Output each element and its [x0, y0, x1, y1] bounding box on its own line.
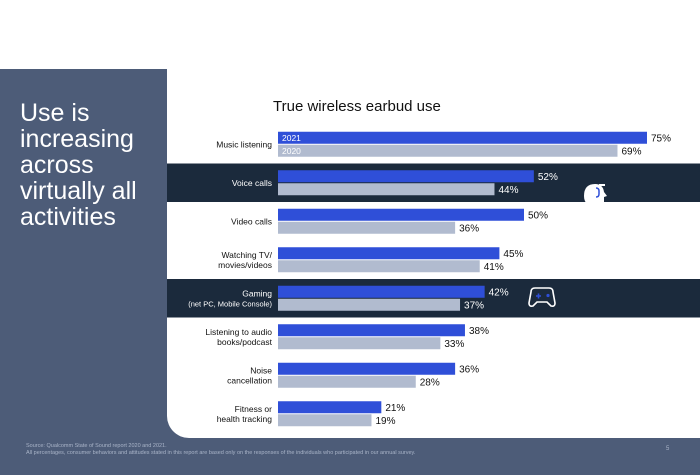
bar-2020 — [278, 414, 372, 427]
bar-2020 — [278, 221, 456, 234]
value-label-2020: 19% — [375, 416, 395, 427]
value-label-2020: 37% — [464, 300, 484, 311]
footer: Source: Qualcomm State of Sound report 2… — [26, 443, 415, 457]
value-label-2020: 36% — [459, 223, 479, 234]
value-label-2021: 42% — [489, 287, 509, 298]
value-label-2021: 50% — [528, 210, 548, 221]
bar-2020 — [278, 183, 495, 196]
value-label-2021: 36% — [459, 364, 479, 375]
category-label: Voice calls — [232, 178, 272, 188]
bar-2020 — [278, 260, 480, 273]
voice-head-icon — [584, 184, 607, 209]
slide-headline: Use is increasing across virtually all a… — [20, 99, 137, 231]
footer-note: All percentages, consumer behaviors and … — [26, 450, 416, 456]
value-label-2020: 69% — [621, 146, 641, 157]
bar-2021 — [278, 285, 485, 298]
category-label: health tracking — [217, 414, 273, 424]
value-label-2021: 75% — [651, 133, 671, 144]
category-label: Gaming — [242, 288, 272, 298]
value-label-2020: 44% — [498, 185, 518, 196]
value-label-2021: 52% — [538, 172, 558, 183]
bar-2021 — [278, 170, 534, 183]
bar-2021 — [278, 247, 500, 260]
highlight-band — [167, 163, 700, 202]
value-label-2021: 45% — [503, 249, 523, 260]
value-label-2021: 38% — [469, 326, 489, 337]
gamepad-icon — [528, 287, 556, 307]
bar-2020 — [278, 298, 461, 311]
series-label-2020: 2020 — [282, 146, 301, 156]
bar-2020 — [278, 144, 618, 157]
chart-title: True wireless earbud use — [273, 98, 441, 115]
bar-2021 — [278, 401, 382, 414]
value-label-2020: 28% — [420, 377, 440, 388]
value-label-2020: 41% — [484, 262, 504, 273]
page-number: 5 — [666, 446, 670, 452]
category-label: Watching TV/ — [221, 250, 272, 260]
bar-2021 — [278, 324, 465, 337]
series-label-2021: 2021 — [282, 133, 301, 143]
category-label: Listening to audio — [205, 327, 272, 337]
category-label: Music listening — [216, 139, 272, 149]
category-label: (net PC, Mobile Console) — [188, 299, 272, 308]
category-label: Noise — [250, 365, 272, 375]
top-band — [0, 0, 700, 69]
category-label: cancellation — [227, 375, 272, 385]
category-label: books/podcast — [217, 337, 272, 347]
category-label: Fitness or — [235, 404, 272, 414]
bar-2021 — [278, 131, 647, 144]
value-label-2021: 21% — [385, 403, 405, 414]
bar-2021 — [278, 208, 524, 221]
bar-2020 — [278, 375, 416, 388]
footer-source: Source: Qualcomm State of Sound report 2… — [26, 443, 167, 449]
category-label: movies/videos — [218, 260, 272, 270]
value-label-2020: 33% — [444, 339, 464, 350]
category-label: Video calls — [231, 216, 272, 226]
bar-2020 — [278, 337, 441, 350]
highlight-band — [167, 279, 700, 318]
bar-2021 — [278, 362, 456, 375]
